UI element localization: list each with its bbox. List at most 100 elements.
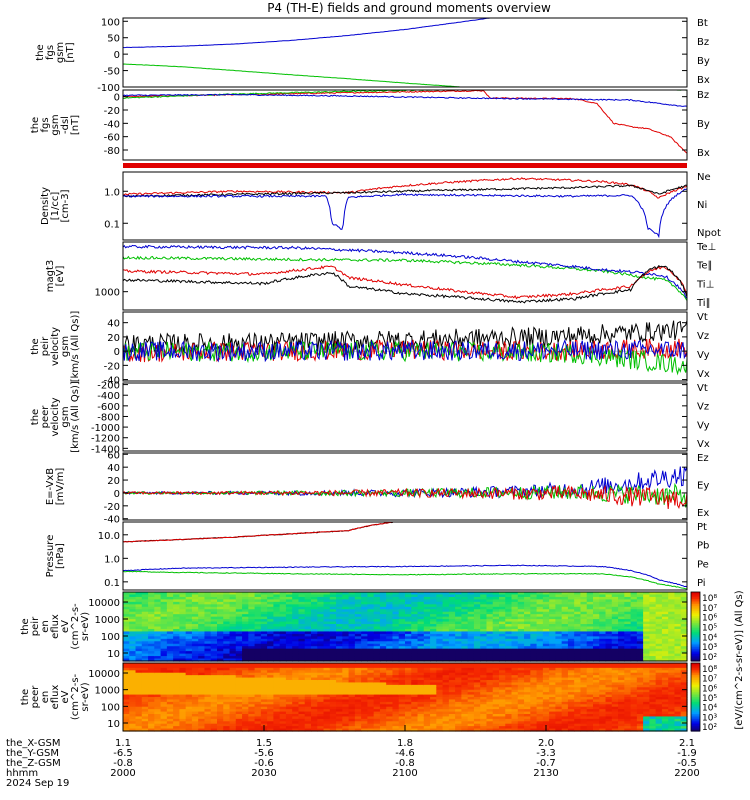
- heatmap-cell: [549, 594, 556, 598]
- heatmap-cell: [542, 675, 550, 679]
- heatmap-cell: [141, 643, 149, 647]
- heatmap-cell: [311, 682, 318, 686]
- heatmap-cell: [455, 641, 462, 645]
- heatmap-cell: [499, 677, 506, 681]
- heatmap-cell: [342, 656, 350, 660]
- heatmap-cell: [567, 723, 575, 727]
- heatmap-cell: [279, 633, 287, 637]
- heatmap-cell: [386, 606, 394, 610]
- heatmap-cell: [430, 619, 437, 623]
- heatmap-cell: [499, 592, 506, 596]
- heatmap-cell: [398, 594, 406, 598]
- heatmap-cell: [367, 663, 375, 667]
- heatmap-cell: [223, 670, 231, 674]
- heatmap-cell: [511, 651, 519, 655]
- heatmap-cell: [448, 672, 456, 676]
- heatmap-cell: [417, 682, 425, 686]
- heatmap-cell: [680, 592, 688, 596]
- heatmap-cell: [317, 656, 325, 660]
- heatmap-cell: [549, 626, 556, 630]
- heatmap-cell: [229, 692, 237, 696]
- heatmap-cell: [567, 680, 575, 684]
- heatmap-cell: [536, 672, 544, 676]
- heatmap-cell: [354, 718, 362, 722]
- heatmap-cell: [486, 704, 494, 708]
- heatmap-cell: [311, 684, 318, 688]
- heatmap-cell: [430, 636, 437, 640]
- heatmap-cell: [442, 611, 450, 615]
- heatmap-cell: [254, 663, 262, 667]
- heatmap-cell: [223, 614, 231, 618]
- heatmap-cell: [580, 665, 588, 669]
- heatmap-cell: [229, 667, 237, 671]
- heatmap-cell: [354, 682, 362, 686]
- heatmap-cell: [505, 594, 513, 598]
- heatmap-cell: [160, 694, 168, 698]
- heatmap-cell: [198, 621, 206, 625]
- heatmap-cell: [235, 706, 243, 710]
- heatmap-cell: [248, 641, 256, 645]
- heatmap-cell: [624, 616, 632, 620]
- heatmap-cell: [304, 723, 312, 727]
- heatmap-cell: [129, 604, 137, 608]
- heatmap-cell: [348, 697, 356, 701]
- heatmap-cell: [323, 699, 331, 703]
- heatmap-cell: [668, 604, 676, 608]
- heatmap-cell: [417, 677, 425, 681]
- heatmap-cell: [273, 677, 281, 681]
- heatmap-cell: [185, 670, 193, 674]
- heatmap-cell: [542, 680, 550, 684]
- heatmap-cell: [361, 609, 368, 613]
- heatmap-cell: [618, 677, 625, 681]
- heatmap-cell: [235, 592, 243, 596]
- heatmap-cell: [680, 631, 688, 635]
- heatmap-cell: [154, 677, 162, 681]
- heatmap-cell: [210, 704, 218, 708]
- heatmap-cell: [160, 687, 168, 691]
- heatmap-cell: [542, 594, 550, 598]
- legend-item: Pb: [697, 541, 709, 552]
- heatmap-cell: [166, 670, 174, 674]
- heatmap-cell: [267, 711, 274, 715]
- heatmap-cell: [304, 682, 312, 686]
- heatmap-cell: [499, 718, 506, 722]
- heatmap-cell: [166, 638, 174, 642]
- heatmap-cell: [160, 665, 168, 669]
- heatmap-cell: [586, 680, 594, 684]
- heatmap-cell: [204, 599, 212, 603]
- heatmap-cell: [593, 651, 600, 655]
- heatmap-cell: [292, 677, 300, 681]
- heatmap-cell: [536, 701, 544, 705]
- heatmap-cell: [549, 628, 556, 633]
- heatmap-cell: [517, 687, 525, 691]
- heatmap-cell: [536, 651, 544, 655]
- heatmap-cell: [173, 692, 180, 696]
- y-tick-label: 0: [114, 489, 120, 500]
- heatmap-cell: [173, 606, 180, 610]
- heatmap-cell: [342, 675, 350, 679]
- heatmap-cell: [411, 599, 419, 603]
- heatmap-cell: [342, 721, 350, 725]
- heatmap-cell: [448, 646, 456, 650]
- heatmap-cell: [524, 718, 531, 722]
- heatmap-cell: [417, 665, 425, 669]
- heatmap-cell: [204, 648, 212, 652]
- heatmap-cell: [210, 658, 218, 662]
- heatmap-cell: [204, 646, 212, 650]
- heatmap-cell: [323, 714, 331, 718]
- heatmap-cell: [499, 704, 506, 708]
- heatmap-cell: [285, 670, 293, 674]
- heatmap-cell: [160, 711, 168, 715]
- heatmap-cell: [173, 704, 180, 708]
- y-tick-label: -400: [97, 391, 120, 402]
- heatmap-cell: [336, 687, 343, 691]
- heatmap-cell: [405, 689, 412, 693]
- heatmap-cell: [141, 675, 149, 679]
- heatmap-cell: [423, 611, 431, 615]
- heatmap-cell: [580, 616, 588, 620]
- heatmap-cell: [342, 701, 350, 705]
- heatmap-cell: [179, 684, 187, 688]
- heatmap-cell: [379, 728, 387, 732]
- heatmap-cell: [511, 648, 519, 652]
- heatmap-cell: [135, 663, 143, 667]
